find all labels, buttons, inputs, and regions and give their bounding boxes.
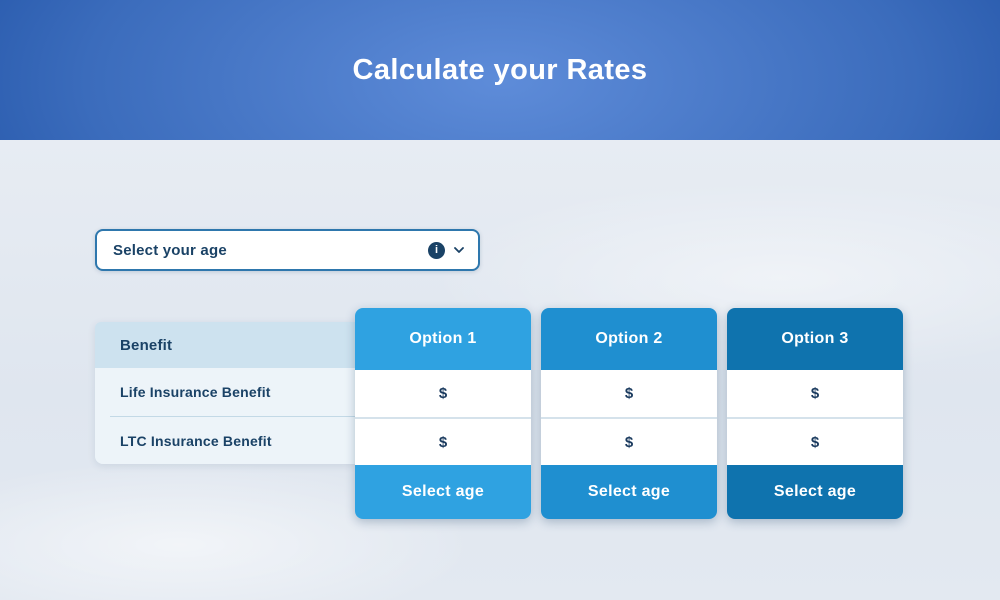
row-divider <box>110 416 357 417</box>
page-body: Select your age i Benefit Life Insurance… <box>0 140 1000 600</box>
option-3-ltc-value: $ <box>727 419 903 465</box>
age-select-label: Select your age <box>113 241 227 259</box>
option-1-header: Option 1 <box>355 308 531 370</box>
option-3-select-age-button[interactable]: Select age <box>727 465 903 519</box>
cell-divider <box>727 417 903 419</box>
option-1-select-age-button[interactable]: Select age <box>355 465 531 519</box>
benefit-row-ltc-insurance: LTC Insurance Benefit <box>120 432 272 449</box>
age-select-dropdown[interactable]: Select your age i <box>95 229 480 271</box>
benefit-column: Benefit Life Insurance Benefit LTC Insur… <box>95 322 357 464</box>
option-1-ltc-value: $ <box>355 419 531 465</box>
option-3-header: Option 3 <box>727 308 903 370</box>
option-2-select-age-button[interactable]: Select age <box>541 465 717 519</box>
age-select-icons: i <box>428 241 464 259</box>
option-card-3: Option 3 $ $ Select age <box>727 308 903 519</box>
option-card-2: Option 2 $ $ Select age <box>541 308 717 519</box>
option-3-life-value: $ <box>727 370 903 417</box>
header-banner: Calculate your Rates <box>0 0 1000 140</box>
option-2-ltc-value: $ <box>541 419 717 465</box>
option-2-life-value: $ <box>541 370 717 417</box>
benefit-column-header: Benefit <box>95 322 357 368</box>
benefit-rows: Life Insurance Benefit LTC Insurance Ben… <box>95 368 357 464</box>
option-1-life-value: $ <box>355 370 531 417</box>
option-card-1: Option 1 $ $ Select age <box>355 308 531 519</box>
info-icon[interactable]: i <box>428 241 445 259</box>
benefit-row-life-insurance: Life Insurance Benefit <box>120 384 271 400</box>
cell-divider <box>541 417 717 419</box>
cell-divider <box>355 417 531 419</box>
page-title: Calculate your Rates <box>352 53 648 86</box>
chevron-down-icon <box>454 246 464 253</box>
option-2-header: Option 2 <box>541 308 717 370</box>
